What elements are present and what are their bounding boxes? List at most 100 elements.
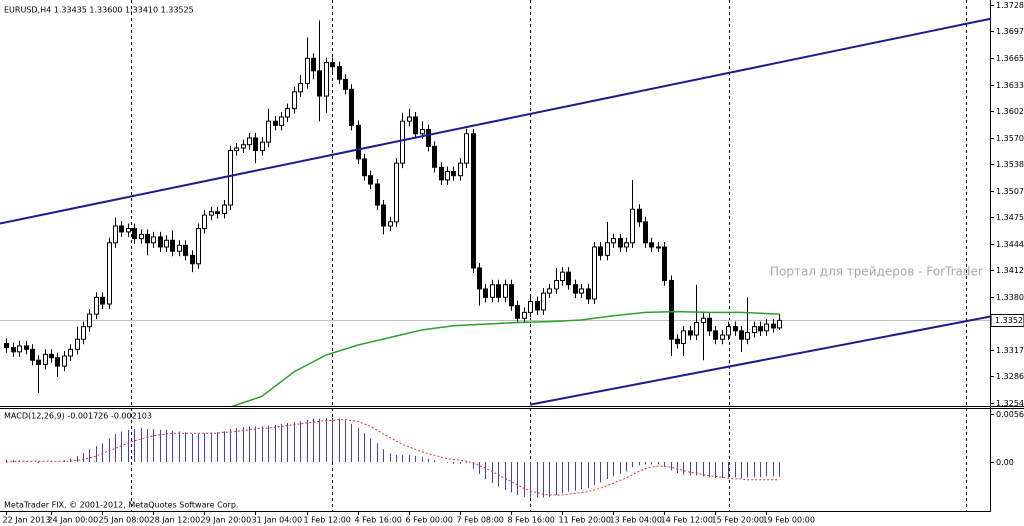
y-tick-label: 1.34440: [996, 240, 1024, 249]
candle-body: [752, 326, 757, 334]
candle-body: [573, 284, 578, 294]
candle-body: [139, 233, 144, 240]
chart-title: EURUSD,H4 1.33435 1.33600 1.33410 1.3352…: [4, 6, 194, 15]
candle-body: [624, 242, 629, 248]
candle-body: [17, 345, 22, 353]
candle-body: [368, 175, 373, 185]
candle-body: [305, 57, 310, 84]
trend-line: [0, 17, 990, 225]
candle-body: [247, 137, 252, 146]
trend-line: [529, 315, 990, 406]
candle-body: [62, 355, 67, 367]
candle-body: [592, 246, 597, 300]
candle-body: [75, 338, 80, 350]
candle-body: [739, 330, 744, 340]
candle-body: [253, 137, 258, 152]
macd-tick-label: 0.00: [996, 458, 1014, 467]
candle-body: [126, 228, 131, 233]
candle-body: [733, 326, 738, 332]
candle-body: [228, 150, 233, 206]
x-tick-label: 24 Jan 00:00: [48, 516, 99, 525]
watermark: Портал для трейдеров - ForTrader: [770, 265, 983, 279]
candle-body: [215, 211, 220, 214]
candle-body: [579, 288, 584, 294]
candle-body: [273, 120, 278, 126]
y-tick-label: 1.34125: [996, 266, 1024, 275]
candle-body: [151, 236, 156, 244]
candle-body: [337, 66, 342, 80]
candle-body: [547, 288, 552, 294]
candle-body: [445, 171, 450, 181]
candle-body: [554, 280, 559, 290]
candle-body: [630, 208, 635, 244]
candle-body: [145, 233, 150, 244]
candle-body: [509, 284, 514, 307]
candle-body: [771, 323, 776, 329]
candle-body: [483, 288, 488, 298]
candle-body: [528, 301, 533, 313]
candle-body: [432, 145, 437, 168]
candle-body: [720, 334, 725, 340]
candle-body: [30, 348, 35, 361]
candle-body: [451, 171, 456, 177]
candle-body: [222, 204, 227, 214]
candle-body: [598, 246, 603, 256]
y-tick-label: 1.36970: [996, 27, 1024, 36]
candle-body: [266, 120, 271, 143]
candle-body: [643, 221, 648, 244]
candle-body: [285, 108, 290, 118]
candle-body: [119, 225, 124, 233]
candle-body: [177, 244, 182, 252]
candle-body: [330, 61, 335, 68]
candle-body: [522, 311, 527, 319]
candle-body: [107, 242, 112, 305]
candle-body: [381, 204, 386, 227]
y-tick-label: 1.32860: [996, 372, 1024, 381]
x-tick-label: 25 Jan 08:00: [99, 516, 150, 525]
candle-body: [4, 342, 9, 349]
candle-body: [707, 317, 712, 332]
macd-signal: [6, 419, 780, 496]
x-tick-label: 19 Feb 00:00: [763, 516, 815, 525]
candle-body: [324, 61, 329, 97]
candle-body: [24, 345, 29, 350]
candle-body: [426, 129, 431, 147]
candle-body: [317, 70, 322, 97]
candle-body: [745, 332, 750, 340]
candle-body: [477, 267, 482, 290]
candle-body: [87, 313, 92, 328]
candle-body: [439, 166, 444, 181]
candle-body: [94, 296, 99, 315]
candle-body: [209, 211, 214, 216]
y-tick-label: 1.35070: [996, 187, 1024, 196]
candle-body: [758, 326, 763, 332]
candle-body: [388, 221, 393, 227]
macd-tick-label: 0.005666: [996, 410, 1024, 419]
candle-body: [656, 246, 661, 249]
y-tick-label: 1.35705: [996, 134, 1024, 143]
y-tick-label: 1.35385: [996, 160, 1024, 169]
candle-body: [400, 120, 405, 164]
candle-body: [618, 238, 623, 248]
candle-body: [541, 292, 546, 311]
copyright: MetaTrader FIX, © 2001-2012, MetaQuotes …: [4, 501, 238, 510]
candle-body: [713, 330, 718, 340]
x-tick-label: 28 Jan 12:00: [150, 516, 201, 525]
candle-body: [298, 82, 303, 93]
candle-body: [55, 357, 60, 367]
candle-body: [49, 353, 54, 359]
candle-body: [566, 271, 571, 286]
candle-body: [375, 183, 380, 206]
candle-body: [183, 244, 188, 256]
candle-body: [413, 116, 418, 135]
moving-average: [231, 310, 780, 406]
candle-body: [764, 323, 769, 332]
candle-body: [164, 239, 169, 248]
candle-body: [726, 326, 731, 336]
candle-body: [170, 239, 175, 252]
macd-title: MACD(12,26,9) -0.001726 -0.002103: [4, 412, 152, 421]
x-tick-label: 31 Jan 04:00: [252, 516, 303, 525]
candle-body: [777, 319, 782, 329]
candle-body: [132, 228, 137, 240]
